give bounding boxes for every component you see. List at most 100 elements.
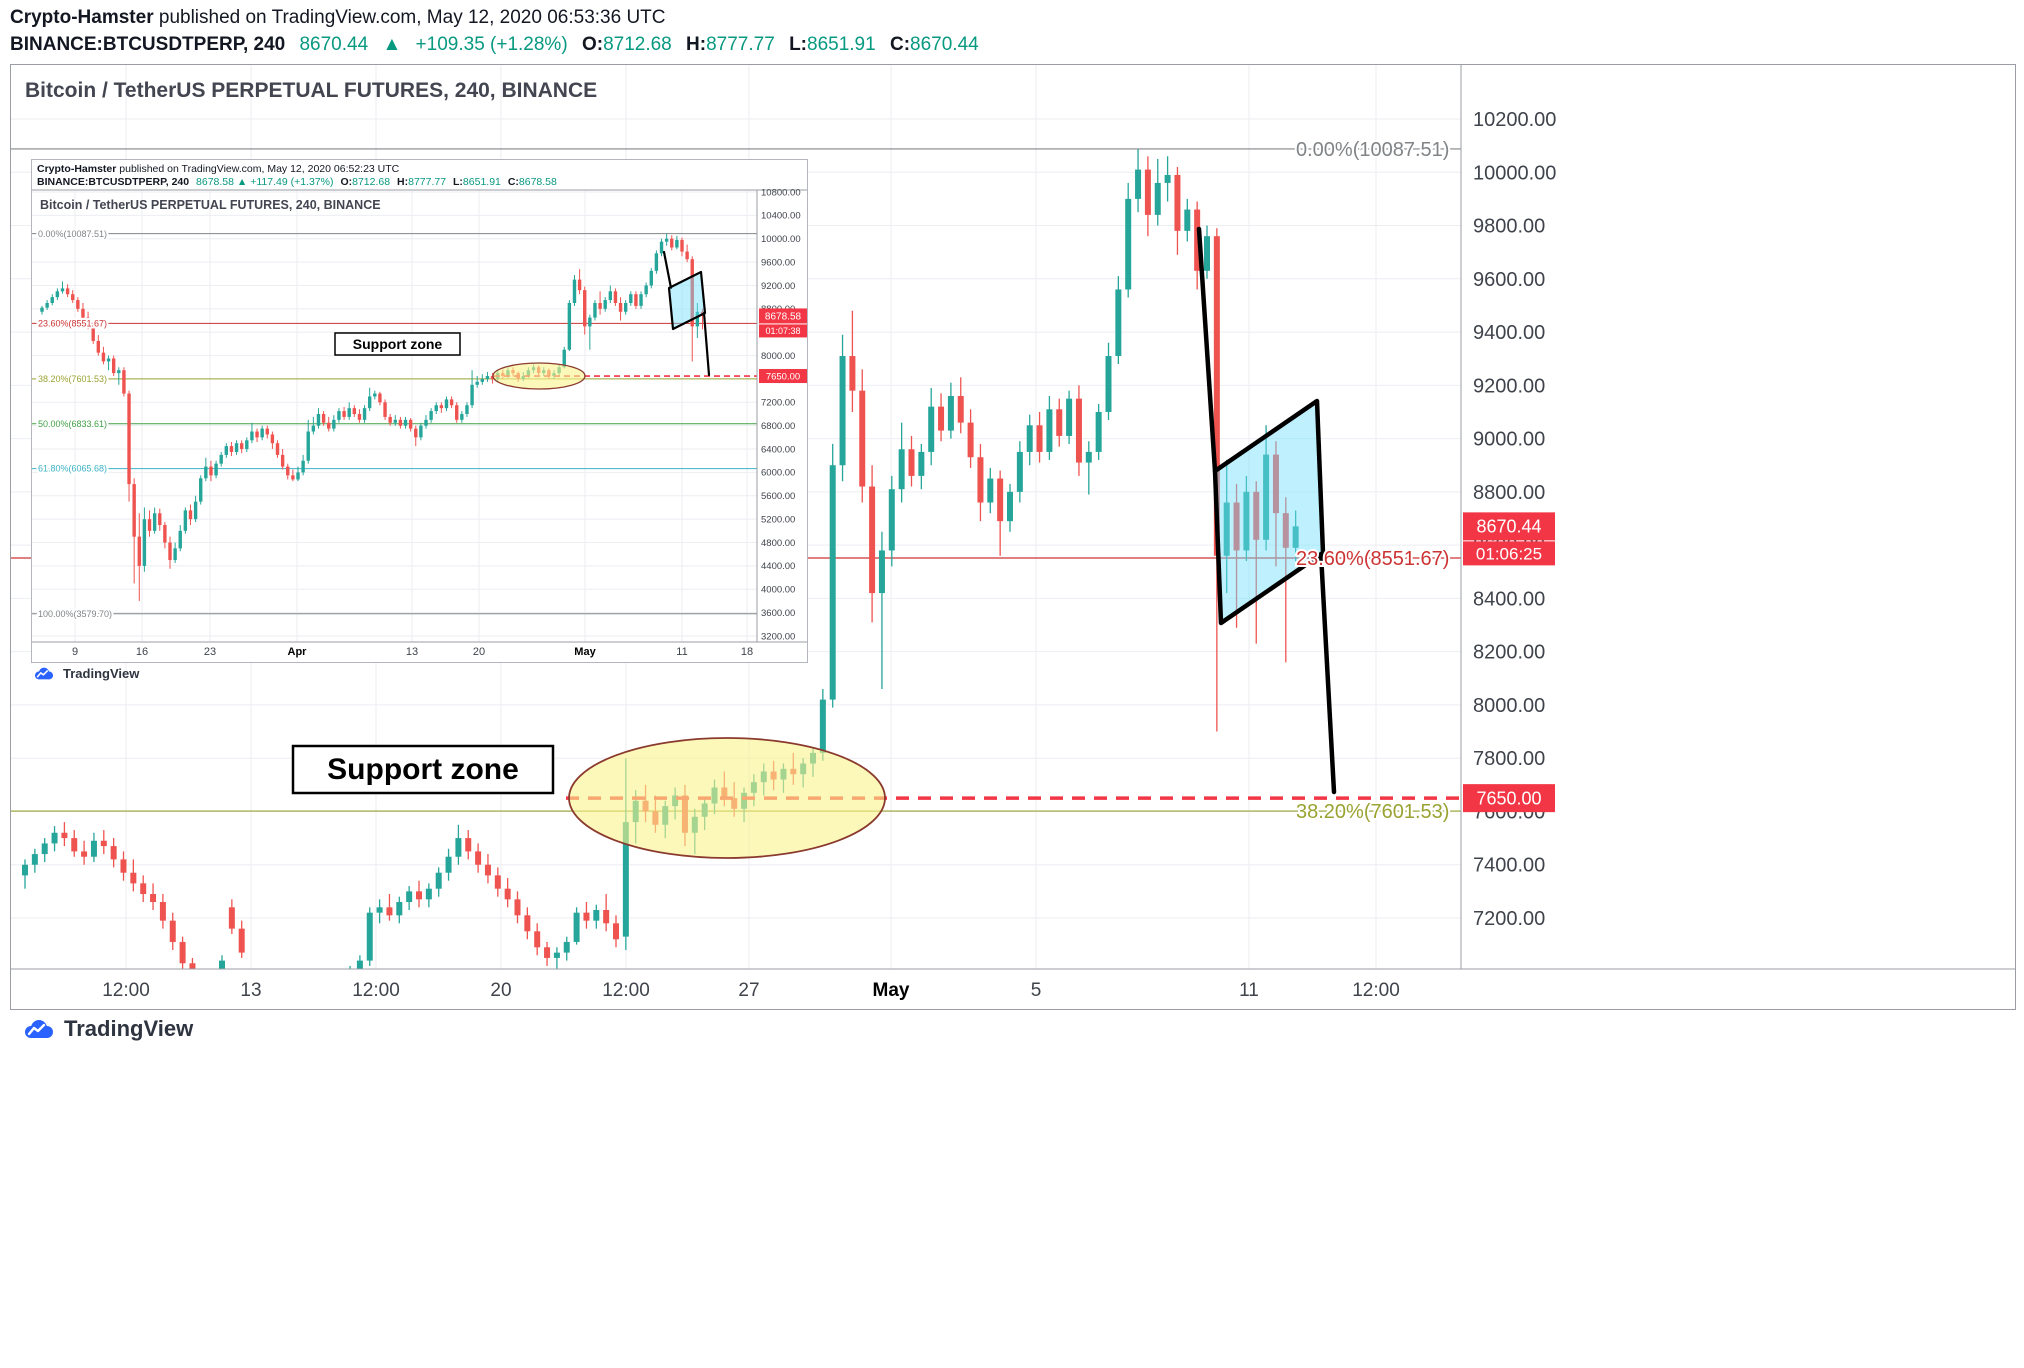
candle-body bbox=[86, 317, 90, 327]
time-tick-label[interactable]: 12:00 bbox=[1352, 980, 1400, 1001]
time-tick-label[interactable]: 13 bbox=[240, 980, 261, 1001]
last-price-badge bbox=[759, 308, 807, 324]
time-tick-label[interactable]: Apr bbox=[288, 646, 308, 658]
price-tick-label[interactable]: 5600.00 bbox=[761, 491, 795, 502]
price-tick-label[interactable]: 6400.00 bbox=[761, 444, 795, 455]
time-tick-label[interactable]: 20 bbox=[473, 646, 485, 658]
price-tick-label[interactable]: 4000.00 bbox=[761, 585, 795, 596]
candle-body bbox=[1115, 289, 1122, 357]
price-tick-label[interactable]: 7400.00 bbox=[1473, 855, 1545, 877]
price-tick-label[interactable]: 10000.00 bbox=[761, 234, 801, 245]
inset-up-triangle-icon: ▲ bbox=[236, 176, 248, 188]
price-tick-label[interactable]: 10400.00 bbox=[761, 211, 801, 222]
candle-body bbox=[250, 431, 254, 441]
candle-body bbox=[1194, 209, 1201, 271]
price-tick-label[interactable]: 7800.00 bbox=[1473, 748, 1545, 770]
author-name: Crypto-Hamster bbox=[10, 7, 154, 28]
price-tick-label[interactable]: 6800.00 bbox=[761, 421, 795, 432]
price-tick-label[interactable]: 7200.00 bbox=[761, 398, 795, 409]
candle-body bbox=[270, 434, 275, 444]
candle-body bbox=[342, 411, 346, 417]
candle-body bbox=[265, 428, 269, 435]
candle-body bbox=[629, 294, 633, 303]
candle-body bbox=[583, 912, 590, 921]
time-tick-label[interactable]: 27 bbox=[738, 980, 759, 1001]
price-tick-label[interactable]: 3200.00 bbox=[761, 631, 795, 642]
candle-body bbox=[393, 419, 397, 423]
time-tick-label[interactable]: 13 bbox=[406, 646, 418, 658]
price-tick-label[interactable]: 8000.00 bbox=[761, 351, 795, 362]
open-value: 8712.68 bbox=[603, 34, 672, 55]
candle-body bbox=[1007, 491, 1013, 522]
price-tick-label[interactable]: 4800.00 bbox=[761, 538, 795, 549]
support-zone-label-box bbox=[291, 744, 555, 795]
time-tick-label[interactable]: 5 bbox=[1031, 980, 1042, 1001]
time-tick-label[interactable]: 18 bbox=[741, 646, 753, 658]
candle-body bbox=[142, 519, 147, 566]
candle-body bbox=[383, 402, 387, 417]
candle-body bbox=[356, 960, 363, 969]
price-tick-label[interactable]: 6000.00 bbox=[761, 468, 795, 479]
time-tick-label[interactable]: 16 bbox=[136, 646, 148, 658]
candle-body bbox=[898, 449, 905, 490]
price-tick-label[interactable]: 8000.00 bbox=[1473, 695, 1545, 717]
price-tick-label[interactable]: 9600.00 bbox=[761, 257, 795, 268]
last-price-badge bbox=[1463, 512, 1555, 541]
candle-body bbox=[997, 478, 1004, 522]
time-tick-label[interactable]: 20 bbox=[490, 980, 511, 1001]
time-tick-label[interactable]: 11 bbox=[1239, 980, 1259, 1001]
price-tick-label[interactable]: 10200.00 bbox=[1473, 109, 1556, 131]
published-info: published on TradingView.com, May 12, 20… bbox=[153, 7, 666, 28]
price-tick-label[interactable]: 5200.00 bbox=[761, 514, 795, 525]
time-tick-label[interactable]: May bbox=[574, 646, 596, 658]
candle-body bbox=[168, 542, 172, 561]
candle-body bbox=[1066, 398, 1073, 436]
candle-body bbox=[147, 519, 152, 531]
candle-body bbox=[188, 510, 193, 520]
price-tick-label[interactable]: 9400.00 bbox=[1473, 322, 1545, 344]
price-tick-label[interactable]: 9200.00 bbox=[1473, 375, 1545, 397]
price-tick-label[interactable]: 3600.00 bbox=[761, 608, 795, 619]
price-tick-label[interactable]: 4400.00 bbox=[761, 561, 795, 572]
support-zone-label: Support zone bbox=[327, 753, 519, 786]
price-tick-label[interactable]: 9200.00 bbox=[761, 281, 795, 292]
fib-level-label: 50.00%(6833.61) bbox=[38, 419, 107, 429]
candle-body bbox=[613, 923, 619, 940]
candle-body bbox=[849, 356, 856, 391]
time-tick-label[interactable]: 11 bbox=[676, 646, 687, 658]
time-tick-label[interactable]: May bbox=[873, 980, 910, 1001]
support-level-badge bbox=[1463, 784, 1555, 813]
price-tick-label[interactable]: 10000.00 bbox=[1473, 162, 1556, 184]
candle-body bbox=[22, 864, 28, 876]
candle-body bbox=[1135, 169, 1142, 199]
price-tick-label[interactable]: 9000.00 bbox=[1473, 429, 1545, 451]
time-tick-label[interactable]: 12:00 bbox=[352, 980, 400, 1001]
candle-body bbox=[957, 395, 964, 423]
candle-body bbox=[357, 413, 362, 420]
candle-body bbox=[280, 454, 285, 467]
price-tick-label[interactable]: 10800.00 bbox=[761, 187, 801, 198]
candle-body bbox=[111, 358, 116, 374]
candle-body bbox=[199, 478, 203, 502]
candle-body bbox=[664, 238, 669, 242]
time-tick-label[interactable]: 23 bbox=[204, 646, 216, 658]
symbol-label: BINANCE:BTCUSDTPERP, 240 bbox=[10, 34, 286, 55]
tradingview-brand[interactable]: TradingView bbox=[22, 1016, 193, 1042]
price-tick-label[interactable]: 9800.00 bbox=[1473, 216, 1545, 238]
price-tick-label[interactable]: 9600.00 bbox=[1473, 269, 1545, 291]
price-tick-label[interactable]: 8400.00 bbox=[1473, 588, 1545, 610]
time-tick-label[interactable]: 9 bbox=[72, 646, 78, 658]
price-tick-label[interactable]: 7200.00 bbox=[1473, 908, 1545, 930]
fib-level-label: 100.00%(3579.70) bbox=[38, 609, 112, 619]
time-tick-label[interactable]: 12:00 bbox=[602, 980, 650, 1001]
tradingview-logo-icon bbox=[25, 1020, 53, 1038]
candle-body bbox=[101, 352, 106, 362]
price-tick-label[interactable]: 8800.00 bbox=[1473, 482, 1545, 504]
inset-low-value: 8651.91 bbox=[462, 176, 501, 188]
candle-body bbox=[480, 378, 485, 382]
candle-body bbox=[403, 419, 408, 426]
candle-body bbox=[388, 416, 392, 423]
candle-body bbox=[367, 396, 372, 409]
price-tick-label[interactable]: 8200.00 bbox=[1473, 642, 1545, 664]
time-tick-label[interactable]: 12:00 bbox=[102, 980, 150, 1001]
